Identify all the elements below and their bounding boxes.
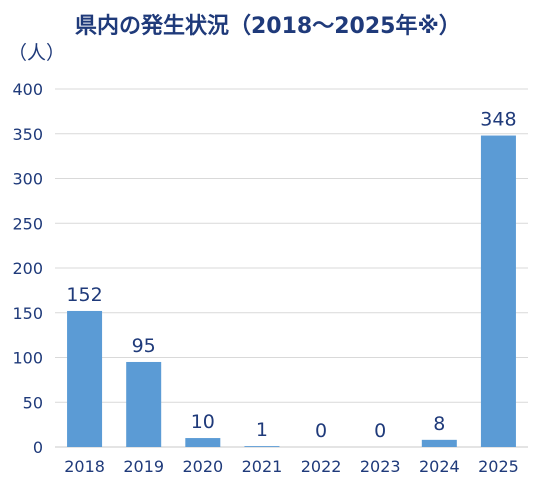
- y-axis-unit-label: （人）: [8, 42, 66, 64]
- x-tick-label: 2021: [242, 457, 283, 476]
- y-tick-label: 50: [23, 393, 43, 412]
- data-label-2018: 152: [66, 284, 102, 306]
- chart-title: 県内の発生状況（2018～2025年※）: [75, 14, 461, 39]
- x-tick-label: 2022: [301, 457, 342, 476]
- x-axis-labels: 2018 2019 2020 2021 2022 2023 2024 2025: [64, 457, 519, 476]
- x-tick-label: 2018: [64, 457, 105, 476]
- data-label-2025: 348: [480, 109, 516, 131]
- bar-2020: [185, 438, 221, 447]
- data-label-2020: 10: [191, 411, 215, 433]
- x-tick-label: 2019: [123, 457, 164, 476]
- y-tick-label: 150: [12, 304, 43, 323]
- data-label-2019: 95: [132, 335, 156, 357]
- data-label-2021: 1: [256, 419, 268, 441]
- y-axis-ticks: 0 50 100 150 200 250 300 350 400: [12, 80, 43, 457]
- bar-2021: [244, 446, 280, 447]
- y-tick-label: 0: [33, 438, 43, 457]
- y-tick-label: 400: [12, 80, 43, 99]
- y-tick-label: 350: [12, 125, 43, 144]
- bar-2024: [421, 439, 457, 447]
- y-tick-label: 100: [12, 349, 43, 368]
- y-tick-label: 250: [12, 214, 43, 233]
- bar-2025: [480, 135, 516, 448]
- data-label-2022: 0: [315, 420, 327, 442]
- bar-2019: [126, 361, 162, 447]
- bar-2018: [67, 310, 103, 447]
- y-tick-label: 300: [12, 170, 43, 189]
- x-tick-label: 2025: [478, 457, 519, 476]
- x-tick-label: 2024: [419, 457, 460, 476]
- bars: [67, 135, 516, 448]
- y-tick-label: 200: [12, 259, 43, 278]
- x-tick-label: 2023: [360, 457, 401, 476]
- x-tick-label: 2020: [182, 457, 223, 476]
- data-label-2024: 8: [433, 413, 445, 435]
- gridlines: [55, 88, 528, 448]
- data-label-2023: 0: [374, 420, 386, 442]
